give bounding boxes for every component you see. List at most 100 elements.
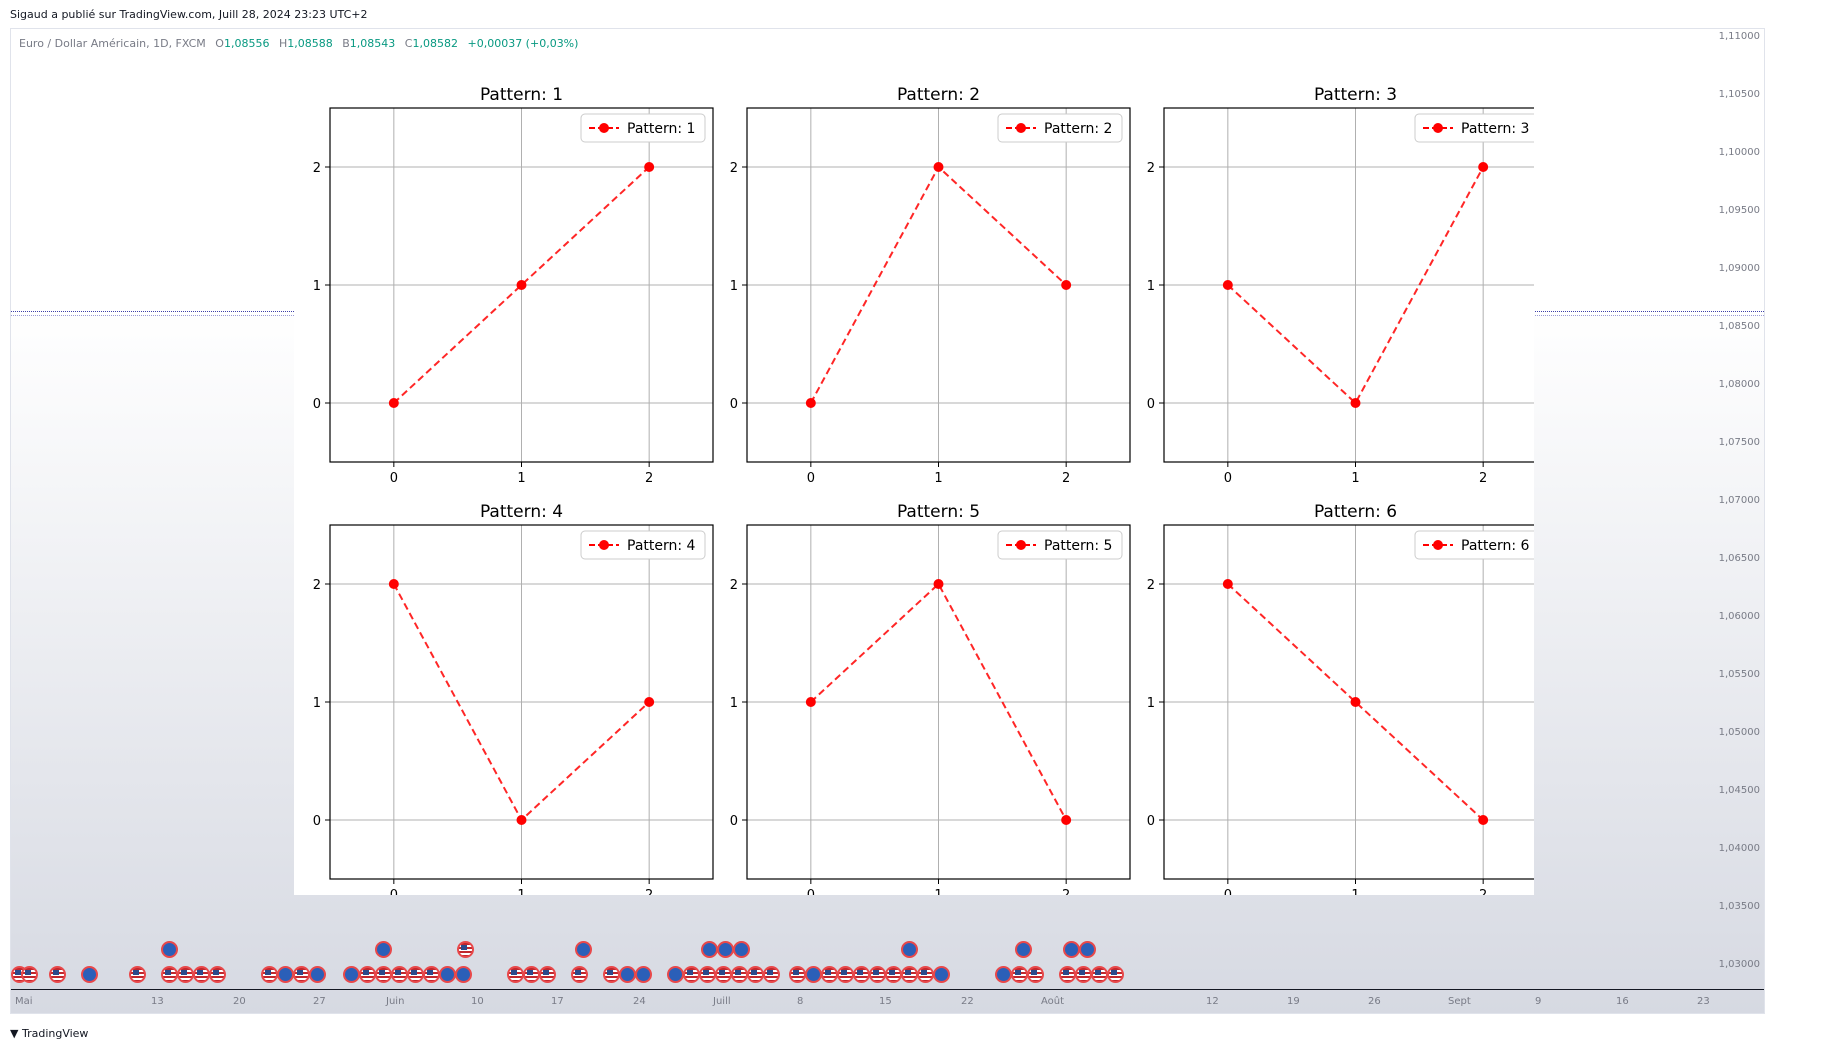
eu-flag-icon[interactable] bbox=[375, 941, 392, 958]
eu-flag-icon[interactable] bbox=[667, 966, 684, 983]
time-axis-label: 8 bbox=[797, 996, 804, 1007]
eu-flag-icon[interactable] bbox=[933, 966, 950, 983]
us-flag-icon[interactable] bbox=[571, 966, 588, 983]
eu-flag-icon[interactable] bbox=[701, 941, 718, 958]
us-flag-icon[interactable] bbox=[523, 966, 540, 983]
us-flag-icon[interactable] bbox=[161, 966, 178, 983]
time-axis-label: 16 bbox=[1616, 996, 1629, 1007]
us-flag-icon[interactable] bbox=[407, 966, 424, 983]
us-flag-icon[interactable] bbox=[853, 966, 870, 983]
legend-swatch-marker bbox=[599, 123, 609, 133]
us-flag-icon[interactable] bbox=[715, 966, 732, 983]
us-flag-icon[interactable] bbox=[209, 966, 226, 983]
time-axis-label: 19 bbox=[1287, 996, 1300, 1007]
x-tick-label: 2 bbox=[1479, 471, 1487, 486]
us-flag-icon[interactable] bbox=[193, 966, 210, 983]
close-value: 1,08582 bbox=[412, 37, 458, 50]
y-tick-label: 1 bbox=[313, 279, 321, 294]
x-tick-label: 2 bbox=[645, 471, 653, 486]
eu-flag-icon[interactable] bbox=[733, 941, 750, 958]
us-flag-icon[interactable] bbox=[261, 966, 278, 983]
us-flag-icon[interactable] bbox=[129, 966, 146, 983]
eu-flag-icon[interactable] bbox=[455, 966, 472, 983]
x-tick-label: 1 bbox=[1351, 888, 1359, 895]
us-flag-icon[interactable] bbox=[901, 966, 918, 983]
x-tick-label: 0 bbox=[807, 888, 815, 895]
pattern-data-point bbox=[644, 162, 655, 172]
us-flag-icon[interactable] bbox=[917, 966, 934, 983]
us-flag-icon[interactable] bbox=[885, 966, 902, 983]
us-flag-icon[interactable] bbox=[731, 966, 748, 983]
us-flag-icon[interactable] bbox=[293, 966, 310, 983]
eu-flag-icon[interactable] bbox=[343, 966, 360, 983]
y-tick-label: 1 bbox=[1147, 696, 1155, 711]
open-value: 1,08556 bbox=[223, 37, 270, 50]
eu-flag-icon[interactable] bbox=[619, 966, 636, 983]
tradingview-footer[interactable]: ▼ TradingView bbox=[10, 1027, 88, 1040]
eu-flag-icon[interactable] bbox=[1079, 941, 1096, 958]
us-flag-icon[interactable] bbox=[391, 966, 408, 983]
us-flag-icon[interactable] bbox=[1059, 966, 1076, 983]
us-flag-icon[interactable] bbox=[1011, 966, 1028, 983]
price-axis-label: 1,07000 bbox=[1718, 495, 1760, 506]
pattern-series-line bbox=[1227, 583, 1484, 821]
us-flag-icon[interactable] bbox=[507, 966, 524, 983]
eu-flag-icon[interactable] bbox=[1015, 941, 1032, 958]
us-flag-icon[interactable] bbox=[49, 966, 66, 983]
subplot-title: Pattern: 5 bbox=[897, 502, 980, 522]
legend-box bbox=[997, 113, 1123, 143]
footer-brand: TradingView bbox=[21, 1027, 89, 1040]
us-flag-icon[interactable] bbox=[603, 966, 620, 983]
us-flag-icon[interactable] bbox=[21, 966, 38, 983]
us-flag-icon[interactable] bbox=[699, 966, 716, 983]
time-axis-label: 15 bbox=[879, 996, 892, 1007]
eu-flag-icon[interactable] bbox=[81, 966, 98, 983]
eu-flag-icon[interactable] bbox=[1063, 941, 1080, 958]
us-flag-icon[interactable] bbox=[1075, 966, 1092, 983]
us-flag-icon[interactable] bbox=[747, 966, 764, 983]
price-axis-label: 1,09500 bbox=[1718, 205, 1760, 216]
time-axis[interactable]: Mai 13 20 27 Juin 10 17 24 Juill 8 15 22 Août 12 19 26 S… bbox=[11, 989, 1764, 1013]
subplot-title: Pattern: 4 bbox=[480, 502, 563, 522]
us-flag-icon[interactable] bbox=[763, 966, 780, 983]
eu-flag-icon[interactable] bbox=[901, 941, 918, 958]
us-flag-icon[interactable] bbox=[789, 966, 806, 983]
eu-flag-icon[interactable] bbox=[161, 941, 178, 958]
us-flag-icon[interactable] bbox=[1091, 966, 1108, 983]
eu-flag-icon[interactable] bbox=[439, 966, 456, 983]
price-axis-label: 1,10500 bbox=[1718, 89, 1760, 100]
pattern-series-line bbox=[810, 582, 1068, 821]
eu-flag-icon[interactable] bbox=[277, 966, 294, 983]
subplot-title: Pattern: 6 bbox=[1314, 502, 1397, 522]
price-axis[interactable]: 1,11000 1,10500 1,10000 1,09500 1,09000 1,085… bbox=[1704, 29, 1764, 1013]
eu-flag-icon[interactable] bbox=[309, 966, 326, 983]
us-flag-icon[interactable] bbox=[1027, 966, 1044, 983]
us-flag-icon[interactable] bbox=[457, 941, 474, 958]
pattern-data-point bbox=[933, 579, 944, 589]
us-flag-icon[interactable] bbox=[177, 966, 194, 983]
legend-label: Pattern: 6 bbox=[1461, 538, 1530, 554]
eu-flag-icon[interactable] bbox=[635, 966, 652, 983]
us-flag-icon[interactable] bbox=[539, 966, 556, 983]
high-label: H bbox=[278, 37, 288, 50]
time-axis-label: 17 bbox=[551, 996, 564, 1007]
us-flag-icon[interactable] bbox=[837, 966, 854, 983]
eu-flag-icon[interactable] bbox=[575, 941, 592, 958]
y-tick-label: 0 bbox=[730, 814, 738, 829]
us-flag-icon[interactable] bbox=[423, 966, 440, 983]
y-tick-label: 1 bbox=[1147, 279, 1155, 294]
eu-flag-icon[interactable] bbox=[995, 966, 1012, 983]
eu-flag-icon[interactable] bbox=[717, 941, 734, 958]
us-flag-icon[interactable] bbox=[869, 966, 886, 983]
x-tick-label: 1 bbox=[517, 471, 525, 486]
us-flag-icon[interactable] bbox=[375, 966, 392, 983]
us-flag-icon[interactable] bbox=[821, 966, 838, 983]
eu-flag-icon[interactable] bbox=[805, 966, 822, 983]
us-flag-icon[interactable] bbox=[683, 966, 700, 983]
legend-swatch-marker bbox=[1016, 540, 1026, 550]
us-flag-icon[interactable] bbox=[359, 966, 376, 983]
pattern-series-line bbox=[1227, 166, 1485, 405]
us-flag-icon[interactable] bbox=[1107, 966, 1124, 983]
price-axis-label: 1,08500 bbox=[1718, 321, 1760, 332]
publish-header: Sigaud a publié sur TradingView.com, Jui… bbox=[10, 8, 368, 21]
